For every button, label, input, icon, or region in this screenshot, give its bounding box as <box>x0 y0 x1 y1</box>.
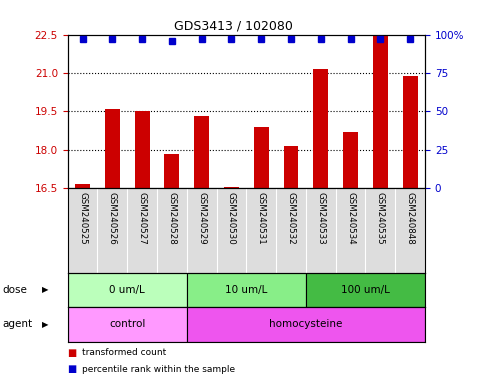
Text: ▶: ▶ <box>42 285 48 295</box>
Bar <box>306 273 425 307</box>
Text: GSM240532: GSM240532 <box>286 192 296 244</box>
Bar <box>224 187 239 188</box>
Text: GSM240528: GSM240528 <box>168 192 176 244</box>
Text: GSM240526: GSM240526 <box>108 192 117 244</box>
Text: 0 um/L: 0 um/L <box>109 285 145 295</box>
Text: 10 um/L: 10 um/L <box>225 285 268 295</box>
Text: 100 um/L: 100 um/L <box>341 285 390 295</box>
Bar <box>187 273 306 307</box>
Text: GSM240848: GSM240848 <box>406 192 414 244</box>
Bar <box>68 307 187 342</box>
Bar <box>343 132 358 188</box>
Bar <box>68 273 187 307</box>
Text: GSM240530: GSM240530 <box>227 192 236 244</box>
Text: GSM240529: GSM240529 <box>197 192 206 244</box>
Text: ■: ■ <box>68 364 77 374</box>
Text: ▶: ▶ <box>42 320 48 329</box>
Text: GDS3413 / 102080: GDS3413 / 102080 <box>174 20 293 33</box>
Text: percentile rank within the sample: percentile rank within the sample <box>82 365 235 374</box>
Text: dose: dose <box>2 285 28 295</box>
Bar <box>403 76 418 188</box>
Text: GSM240534: GSM240534 <box>346 192 355 244</box>
Text: transformed count: transformed count <box>82 348 166 357</box>
Text: GSM240527: GSM240527 <box>138 192 146 244</box>
Bar <box>313 69 328 188</box>
Bar <box>254 127 269 188</box>
Text: GSM240525: GSM240525 <box>78 192 87 244</box>
Bar <box>373 36 388 188</box>
Text: ■: ■ <box>68 348 77 358</box>
Bar <box>284 146 298 188</box>
Bar <box>194 116 209 188</box>
Text: control: control <box>109 319 145 329</box>
Bar <box>75 184 90 188</box>
Text: homocysteine: homocysteine <box>269 319 342 329</box>
Text: agent: agent <box>2 319 32 329</box>
Text: GSM240535: GSM240535 <box>376 192 385 244</box>
Text: GSM240533: GSM240533 <box>316 192 325 244</box>
Bar <box>187 307 425 342</box>
Bar <box>164 154 179 188</box>
Text: GSM240531: GSM240531 <box>257 192 266 244</box>
Bar <box>105 109 120 188</box>
Bar <box>135 111 150 188</box>
